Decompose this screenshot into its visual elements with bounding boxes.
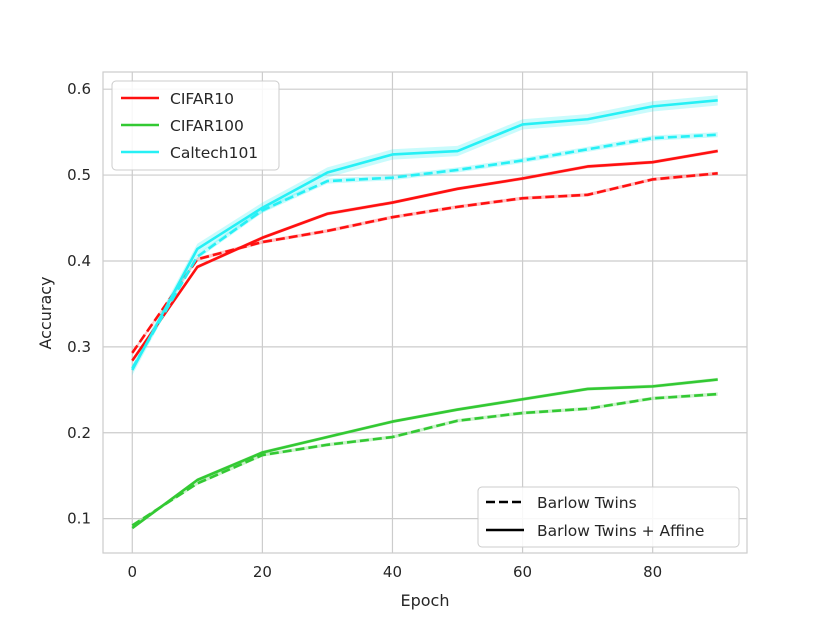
method-legend-box — [477, 486, 740, 548]
x-tick-label: 80 — [643, 563, 662, 581]
y-tick-label: 0.2 — [67, 424, 91, 442]
x-tick-labels: 0 20 40 60 80 — [127, 563, 662, 581]
legend-label-cifar10: CIFAR10 — [170, 90, 234, 108]
band-caltech101-barlow-twins-affine — [132, 95, 718, 376]
series-lines — [131, 99, 718, 530]
x-tick-label: 40 — [383, 563, 402, 581]
y-tick-labels: 0.1 0.2 0.3 0.4 0.5 0.6 — [67, 80, 91, 527]
legend-label-barlow-twins: Barlow Twins — [537, 494, 637, 512]
legend-label-caltech101: Caltech101 — [170, 144, 258, 162]
legend-label-cifar100: CIFAR100 — [170, 117, 244, 135]
plot-frame — [102, 71, 748, 554]
legend-label-barlow-twins-affine: Barlow Twins + Affine — [537, 522, 704, 540]
line-cifar100-barlow-twins — [131, 392, 718, 527]
y-tick-label: 0.4 — [67, 252, 91, 270]
y-axis-label: Accuracy — [36, 276, 55, 349]
line-caltech101-barlow-twins — [131, 133, 718, 369]
y-tick-label: 0.3 — [67, 338, 91, 356]
line-caltech101-barlow-twins-affine — [131, 99, 718, 371]
line-cifar10-barlow-twins-affine — [131, 149, 718, 362]
line-cifar100-barlow-twins-affine — [131, 378, 718, 530]
y-tick-label: 0.6 — [67, 80, 91, 98]
x-tick-label: 20 — [253, 563, 272, 581]
x-axis-label: Epoch — [401, 591, 450, 610]
method-legend: Barlow Twins Barlow Twins + Affine — [477, 486, 740, 548]
x-tick-label: 0 — [127, 563, 137, 581]
dataset-legend: CIFAR10 CIFAR100 Caltech101 — [111, 80, 280, 171]
x-tick-label: 60 — [513, 563, 532, 581]
line-cifar10-barlow-twins — [131, 172, 718, 354]
dataset-legend-box — [111, 80, 280, 171]
y-tick-label: 0.5 — [67, 166, 91, 184]
y-tick-label: 0.1 — [67, 510, 91, 528]
